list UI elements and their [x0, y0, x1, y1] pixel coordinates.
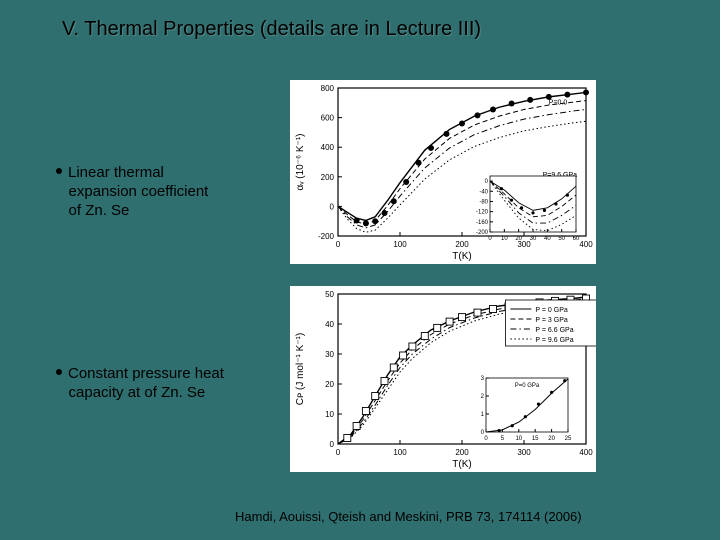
- svg-text:600: 600: [321, 114, 335, 123]
- svg-text:P = 9.6 GPa: P = 9.6 GPa: [535, 337, 573, 344]
- svg-text:P=0.0: P=0.0: [549, 99, 568, 106]
- svg-text:400: 400: [579, 448, 593, 457]
- svg-text:20: 20: [515, 236, 522, 242]
- svg-text:-80: -80: [479, 199, 488, 205]
- svg-text:200: 200: [321, 173, 335, 182]
- svg-text:100: 100: [393, 448, 407, 457]
- svg-text:αᵥ (10⁻⁶ K⁻¹): αᵥ (10⁻⁶ K⁻¹): [295, 133, 306, 190]
- svg-text:T(K): T(K): [452, 459, 471, 470]
- svg-text:P = 0 GPa: P = 0 GPa: [535, 307, 567, 314]
- svg-text:60: 60: [573, 236, 580, 242]
- svg-text:400: 400: [579, 240, 593, 249]
- citation-text: Hamdi, Aouissi, Qteish and Meskini, PRB …: [235, 509, 705, 524]
- bullet1-l1: Linear thermal: [68, 164, 164, 181]
- svg-text:25: 25: [565, 436, 572, 442]
- svg-text:200: 200: [455, 240, 469, 249]
- svg-text:-200: -200: [476, 230, 489, 236]
- svg-text:10: 10: [501, 236, 508, 242]
- bullet-dot-icon: [56, 369, 62, 375]
- bullet1-l3: of Zn. Se: [69, 202, 130, 219]
- svg-text:-200: -200: [318, 232, 335, 241]
- svg-text:0: 0: [336, 448, 341, 457]
- bullet-heat-capacity: Constant pressure heat capacity at of Zn…: [56, 365, 224, 403]
- bullet-dot-icon: [56, 168, 62, 174]
- svg-text:50: 50: [325, 290, 334, 299]
- svg-text:100: 100: [393, 240, 407, 249]
- svg-text:-160: -160: [476, 220, 489, 226]
- bullet-thermal-expansion: Linear thermal expansion coefficient of …: [56, 164, 208, 220]
- svg-text:30: 30: [325, 350, 334, 359]
- svg-text:0: 0: [336, 240, 341, 249]
- bullet2-l2: capacity at of Zn. Se: [69, 384, 206, 401]
- svg-text:300: 300: [517, 448, 531, 457]
- svg-text:0: 0: [330, 202, 335, 211]
- svg-text:0: 0: [330, 440, 335, 449]
- figure-thermal-expansion: 0100200300400-2000200400600800T(K)αᵥ (10…: [290, 80, 596, 264]
- figure-heat-capacity: 0 100 200 300 400 0 10 20 30 40 50 T(K) Cᴘ (J mol⁻¹ …: [290, 286, 596, 472]
- svg-text:10: 10: [515, 436, 522, 442]
- svg-text:50: 50: [558, 236, 565, 242]
- bullet1-l2: expansion coefficient: [69, 183, 209, 200]
- svg-text:P=0 GPa: P=0 GPa: [515, 383, 540, 389]
- svg-text:15: 15: [532, 436, 539, 442]
- svg-text:-120: -120: [476, 210, 489, 216]
- svg-text:40: 40: [544, 236, 551, 242]
- svg-text:200: 200: [455, 448, 469, 457]
- svg-text:40: 40: [325, 320, 334, 329]
- svg-text:Cᴘ (J mol⁻¹ K⁻¹): Cᴘ (J mol⁻¹ K⁻¹): [295, 333, 306, 405]
- svg-text:400: 400: [321, 143, 335, 152]
- svg-text:20: 20: [325, 380, 334, 389]
- svg-text:20: 20: [548, 436, 555, 442]
- svg-text:P = 6.6 GPa: P = 6.6 GPa: [535, 327, 573, 334]
- bullet2-l1: Constant pressure heat: [68, 365, 224, 382]
- svg-text:10: 10: [325, 410, 334, 419]
- svg-text:P = 3 GPa: P = 3 GPa: [535, 317, 567, 324]
- svg-text:-40: -40: [479, 189, 488, 195]
- svg-text:30: 30: [530, 236, 537, 242]
- svg-text:T(K): T(K): [452, 251, 471, 262]
- slide-title: V. Thermal Properties (details are in Le…: [62, 18, 642, 41]
- svg-text:800: 800: [321, 84, 335, 93]
